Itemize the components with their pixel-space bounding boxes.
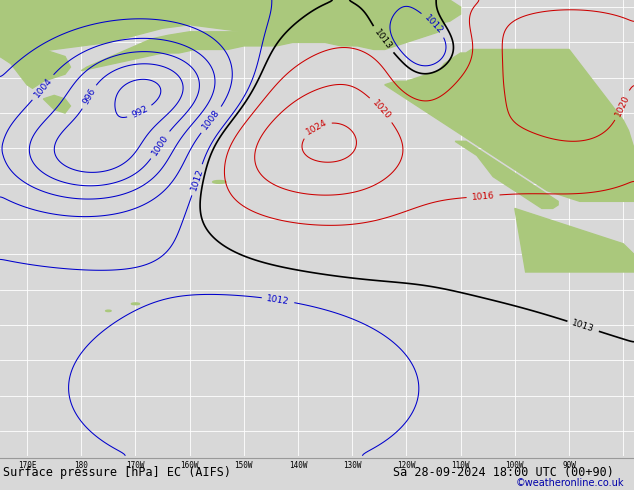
Text: 996: 996 [81,87,97,106]
Polygon shape [455,141,558,208]
Polygon shape [0,46,70,88]
Ellipse shape [106,310,111,312]
Text: 1024: 1024 [304,118,328,137]
Polygon shape [43,96,70,113]
Text: 992: 992 [130,104,150,120]
Text: 1020: 1020 [370,98,392,121]
Text: 1016: 1016 [471,191,495,201]
Text: 1013: 1013 [571,318,595,334]
Text: ©weatheronline.co.uk: ©weatheronline.co.uk [516,478,624,488]
Text: 1012: 1012 [423,13,445,36]
Text: 110W: 110W [451,461,470,470]
Text: 120W: 120W [397,461,416,470]
Polygon shape [515,208,634,272]
Text: 130W: 130W [343,461,361,470]
Text: 1012: 1012 [266,294,290,306]
Text: 140W: 140W [288,461,307,470]
Ellipse shape [131,303,139,305]
Ellipse shape [212,180,226,183]
Text: 100W: 100W [505,461,524,470]
Text: 170E: 170E [18,461,36,470]
Polygon shape [81,14,444,71]
Text: Surface pressure [hPa] EC (AIFS): Surface pressure [hPa] EC (AIFS) [3,466,231,479]
Text: 1020: 1020 [613,93,631,118]
Text: 1008: 1008 [201,108,222,132]
Text: 1004: 1004 [32,75,54,99]
Text: 180: 180 [74,461,88,470]
Text: 1000: 1000 [150,133,170,157]
Text: 1012: 1012 [189,168,205,192]
Polygon shape [385,49,634,201]
Text: 170W: 170W [126,461,145,470]
Polygon shape [0,0,460,56]
Text: 90W: 90W [562,461,576,470]
Text: 160W: 160W [181,461,199,470]
Text: 1013: 1013 [372,28,394,51]
Text: Sa 28-09-2024 18:00 UTC (00+90): Sa 28-09-2024 18:00 UTC (00+90) [393,466,614,479]
Text: 150W: 150W [235,461,253,470]
